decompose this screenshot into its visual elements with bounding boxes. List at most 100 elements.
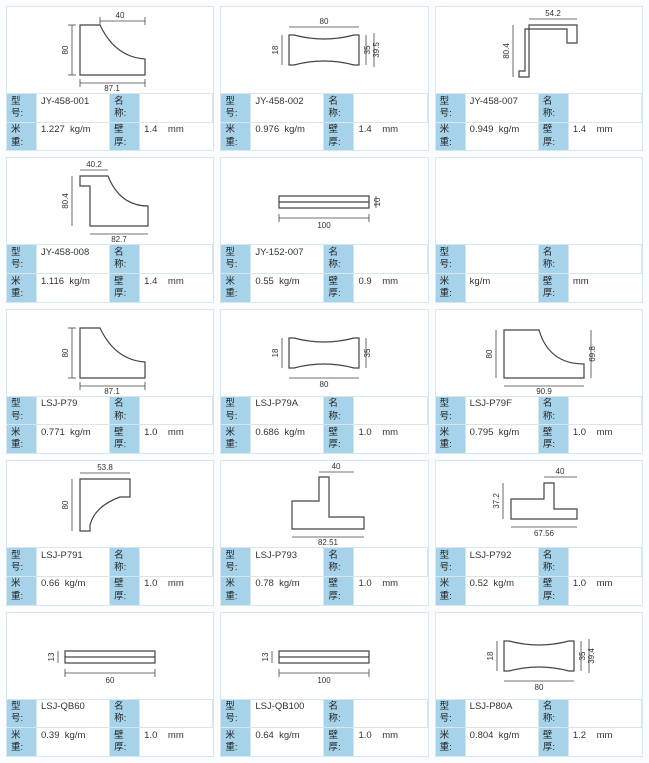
value-model <box>466 244 539 273</box>
svg-text:40: 40 <box>332 462 341 471</box>
profile-card: 40.280.482.7型号:JY-458-008名称:米重:1.116 kg/… <box>6 157 214 302</box>
value-thickness: 1.0 mm <box>569 424 642 453</box>
label-model: 型号: <box>221 396 251 425</box>
svg-text:80.4: 80.4 <box>502 43 511 59</box>
svg-text:80: 80 <box>485 349 494 358</box>
profile-info: 型号:JY-458-007名称:米重:0.949 kg/m壁厚:1.4 mm <box>436 93 642 150</box>
value-name <box>354 699 427 728</box>
value-model: JY-458-007 <box>466 93 539 122</box>
profile-info: 型号:LSJ-P80A名称:米重:0.804 kg/m壁厚:1.2 mm <box>436 699 642 756</box>
label-thickness: 壁厚: <box>539 727 569 756</box>
svg-text:54.2: 54.2 <box>545 9 561 18</box>
svg-text:80: 80 <box>61 348 70 357</box>
label-weight: 米重: <box>221 122 251 151</box>
profile-info: 型号:LSJ-P793名称:米重:0.78 kg/m壁厚:1.0 mm <box>221 547 427 604</box>
label-thickness: 壁厚: <box>539 576 569 605</box>
value-weight: 1.227 kg/m <box>37 122 110 151</box>
value-weight: 0.804 kg/m <box>466 727 539 756</box>
label-model: 型号: <box>436 244 466 273</box>
value-thickness: 1.4 mm <box>140 122 213 151</box>
label-thickness: 壁厚: <box>110 122 140 151</box>
value-name <box>354 93 427 122</box>
label-weight: 米重: <box>436 424 466 453</box>
svg-text:18: 18 <box>271 348 280 357</box>
svg-text:80.4: 80.4 <box>61 193 70 209</box>
profile-info: 型号:名称:米重:kg/m壁厚:mm <box>436 244 642 301</box>
profile-drawing: 53.880 <box>7 461 213 547</box>
label-name: 名称: <box>324 93 354 122</box>
value-weight: 0.686 kg/m <box>251 424 324 453</box>
svg-text:13: 13 <box>261 652 270 661</box>
label-thickness: 壁厚: <box>539 273 569 302</box>
label-weight: 米重: <box>7 424 37 453</box>
label-name: 名称: <box>539 699 569 728</box>
profile-card: 54.2 80.4 型号:JY-458-007名称:米重:0.949 kg/m壁厚:… <box>435 6 643 151</box>
label-name: 名称: <box>539 244 569 273</box>
svg-text:60: 60 <box>106 676 115 685</box>
value-thickness: 1.0 mm <box>140 576 213 605</box>
value-thickness: 1.2 mm <box>569 727 642 756</box>
value-name <box>569 699 642 728</box>
label-name: 名称: <box>539 547 569 576</box>
value-model: LSJ-QB60 <box>37 699 110 728</box>
value-name <box>140 547 213 576</box>
svg-text:69.8: 69.8 <box>588 345 597 361</box>
value-model: JY-152-007 <box>251 244 324 273</box>
profile-info: 型号:LSJ-P79F名称:米重:0.795 kg/m壁厚:1.0 mm <box>436 396 642 453</box>
label-weight: 米重: <box>7 273 37 302</box>
label-thickness: 壁厚: <box>324 273 354 302</box>
label-thickness: 壁厚: <box>539 424 569 453</box>
label-model: 型号: <box>221 244 251 273</box>
label-thickness: 壁厚: <box>539 122 569 151</box>
value-weight: 0.976 kg/m <box>251 122 324 151</box>
svg-text:80: 80 <box>61 45 70 54</box>
svg-text:80: 80 <box>320 17 329 26</box>
value-thickness: 1.0 mm <box>569 576 642 605</box>
profile-drawing <box>436 158 642 244</box>
value-model: LSJ-P80A <box>466 699 539 728</box>
label-weight: 米重: <box>221 273 251 302</box>
svg-text:82.51: 82.51 <box>318 538 339 547</box>
profile-drawing: 4037.267.56 <box>436 461 642 547</box>
value-model: JY-458-002 <box>251 93 324 122</box>
svg-text:35: 35 <box>363 348 372 357</box>
profile-card: 80183539.5型号:JY-458-002名称:米重:0.976 kg/m壁… <box>220 6 428 151</box>
label-thickness: 壁厚: <box>324 122 354 151</box>
label-weight: 米重: <box>436 727 466 756</box>
value-thickness: 1.4 mm <box>354 122 427 151</box>
value-weight: 0.64 kg/m <box>251 727 324 756</box>
profile-info: 型号:LSJ-QB60名称:米重:0.39 kg/m壁厚:1.0 mm <box>7 699 213 756</box>
label-weight: 米重: <box>7 122 37 151</box>
profile-info: 型号:JY-152-007名称:米重:0.55 kg/m壁厚:0.9 mm <box>221 244 427 301</box>
label-model: 型号: <box>436 93 466 122</box>
value-weight: 0.771 kg/m <box>37 424 110 453</box>
label-thickness: 壁厚: <box>110 576 140 605</box>
value-weight: 0.66 kg/m <box>37 576 110 605</box>
label-model: 型号: <box>221 547 251 576</box>
label-weight: 米重: <box>221 576 251 605</box>
svg-text:18: 18 <box>271 45 280 54</box>
profile-info: 型号:LSJ-QB100名称:米重:0.64 kg/m壁厚:1.0 mm <box>221 699 427 756</box>
label-model: 型号: <box>221 93 251 122</box>
svg-text:40: 40 <box>555 467 564 476</box>
svg-text:18: 18 <box>486 651 495 660</box>
label-name: 名称: <box>110 547 140 576</box>
profile-drawing: 10010 <box>221 158 427 244</box>
svg-text:67.56: 67.56 <box>534 529 555 538</box>
label-name: 名称: <box>324 699 354 728</box>
profile-card: 8087.1型号:LSJ-P79名称:米重:0.771 kg/m壁厚:1.0 m… <box>6 309 214 454</box>
profile-card: 40 82.51型号:LSJ-P793名称:米重:0.78 kg/m壁厚:1.0 … <box>220 460 428 605</box>
profile-drawing: 10013 <box>221 613 427 699</box>
label-thickness: 壁厚: <box>324 727 354 756</box>
value-model: JY-458-008 <box>37 244 110 273</box>
value-thickness: 0.9 mm <box>354 273 427 302</box>
profile-info: 型号:LSJ-P792名称:米重:0.52 kg/m壁厚:1.0 mm <box>436 547 642 604</box>
svg-text:100: 100 <box>318 221 332 230</box>
svg-text:87.1: 87.1 <box>104 84 120 93</box>
label-model: 型号: <box>7 699 37 728</box>
label-name: 名称: <box>110 244 140 273</box>
profile-card: 6013型号:LSJ-QB60名称:米重:0.39 kg/m壁厚:1.0 mm <box>6 612 214 757</box>
label-name: 名称: <box>324 244 354 273</box>
value-name <box>140 244 213 273</box>
value-name <box>354 244 427 273</box>
